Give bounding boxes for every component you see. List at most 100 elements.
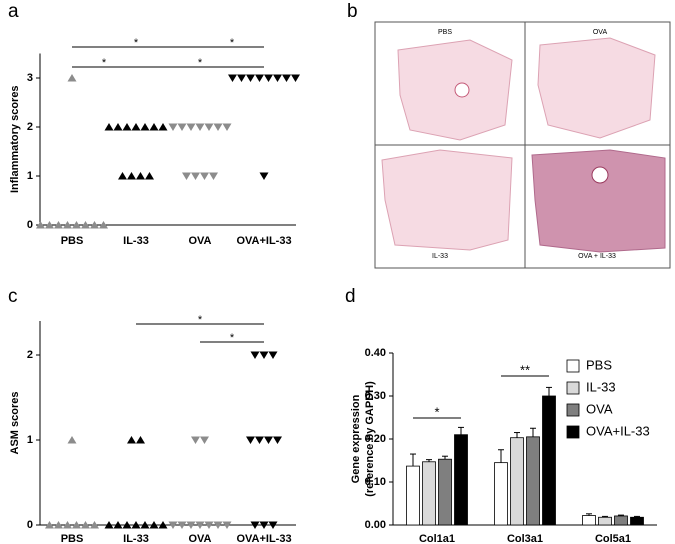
y-tick-label: 3 bbox=[27, 72, 33, 84]
data-point bbox=[63, 221, 72, 229]
data-point bbox=[54, 521, 63, 529]
data-point bbox=[204, 521, 214, 529]
data-point bbox=[104, 521, 114, 529]
data-point bbox=[291, 74, 300, 82]
data-point bbox=[246, 74, 255, 82]
histology-grid: PBS OVA IL-33 OVA + IL-33 bbox=[374, 21, 671, 269]
bar bbox=[510, 437, 524, 526]
x-tick-label: Col5a1 bbox=[595, 533, 631, 544]
y-tick-label: 0.10 bbox=[365, 476, 386, 488]
y-axis-label: Gene expression bbox=[350, 394, 362, 483]
legend-label: OVA+IL-33 bbox=[586, 423, 650, 438]
data-point bbox=[186, 521, 196, 529]
data-point bbox=[131, 123, 141, 131]
tissue-il33 bbox=[381, 149, 513, 251]
data-point bbox=[99, 221, 108, 229]
data-point bbox=[213, 123, 223, 131]
data-point bbox=[54, 221, 63, 229]
data-point bbox=[250, 521, 260, 529]
data-point bbox=[255, 436, 264, 444]
data-point bbox=[259, 351, 269, 359]
data-point bbox=[259, 172, 269, 180]
y-axis-label: Inflammatory scores bbox=[9, 85, 21, 193]
y-tick-label: 0 bbox=[27, 519, 33, 531]
data-point bbox=[273, 74, 282, 82]
bar bbox=[598, 516, 612, 526]
y-tick-label: 1 bbox=[27, 434, 33, 446]
y-tick-label: 1 bbox=[27, 170, 33, 182]
data-point bbox=[145, 172, 154, 180]
data-point bbox=[113, 123, 123, 131]
data-point bbox=[282, 74, 291, 82]
x-tick-label: PBS bbox=[61, 533, 84, 544]
data-point bbox=[158, 521, 168, 529]
data-point bbox=[204, 123, 214, 131]
tissue-ova-il33 bbox=[531, 149, 666, 253]
data-point bbox=[264, 74, 273, 82]
data-point bbox=[136, 436, 145, 444]
data-point bbox=[127, 172, 136, 180]
data-point bbox=[67, 436, 77, 444]
data-point bbox=[209, 172, 218, 180]
data-point bbox=[200, 172, 209, 180]
data-point bbox=[200, 436, 209, 444]
data-point bbox=[81, 521, 90, 529]
y-tick-label: 0.40 bbox=[365, 347, 386, 359]
data-point bbox=[45, 521, 54, 529]
panel-label: d bbox=[345, 286, 356, 307]
legend-swatch bbox=[566, 425, 580, 439]
image-label: PBS bbox=[438, 29, 452, 36]
data-point bbox=[131, 521, 141, 529]
data-point bbox=[195, 521, 205, 529]
y-tick-label: 2 bbox=[27, 349, 33, 361]
data-point bbox=[168, 123, 178, 131]
data-point bbox=[158, 123, 168, 131]
data-point bbox=[81, 221, 90, 229]
airway bbox=[454, 82, 470, 98]
airway bbox=[591, 166, 609, 184]
data-point bbox=[191, 172, 200, 180]
x-tick-label: OVA+IL-33 bbox=[236, 533, 291, 544]
data-point bbox=[250, 351, 260, 359]
data-point bbox=[268, 521, 278, 529]
legend-swatch bbox=[566, 381, 580, 395]
data-point bbox=[149, 521, 159, 529]
x-tick-label: IL-33 bbox=[123, 235, 149, 247]
significance-label: * bbox=[198, 57, 203, 69]
bar bbox=[422, 461, 436, 526]
x-tick-label: Col3a1 bbox=[507, 533, 543, 544]
data-point bbox=[63, 521, 72, 529]
legend-label: PBS bbox=[586, 357, 612, 372]
significance-label: * bbox=[230, 37, 235, 49]
data-point bbox=[182, 172, 191, 180]
data-point bbox=[255, 74, 264, 82]
panel-label: b bbox=[347, 1, 358, 22]
data-point bbox=[140, 123, 150, 131]
x-tick-label: OVA+IL-33 bbox=[236, 235, 291, 247]
bar bbox=[494, 462, 508, 526]
data-point bbox=[222, 521, 232, 529]
data-point bbox=[140, 521, 150, 529]
data-point bbox=[268, 351, 278, 359]
data-point bbox=[186, 123, 196, 131]
significance-label: * bbox=[102, 57, 107, 69]
data-point bbox=[195, 123, 205, 131]
data-point bbox=[228, 74, 237, 82]
data-point bbox=[259, 521, 269, 529]
tissue-ova bbox=[537, 37, 656, 139]
legend-swatch bbox=[566, 359, 580, 373]
x-tick-label: Col1a1 bbox=[419, 533, 455, 544]
legend-label: OVA bbox=[586, 401, 613, 416]
bar bbox=[406, 465, 420, 526]
data-point bbox=[168, 521, 178, 529]
data-point bbox=[149, 123, 159, 131]
bar bbox=[454, 434, 468, 526]
bar bbox=[582, 515, 596, 526]
data-point bbox=[264, 436, 273, 444]
bar bbox=[630, 516, 644, 526]
y-axis-label: (reference by GAPDH) bbox=[364, 381, 376, 497]
x-tick-label: OVA bbox=[188, 235, 211, 247]
panel-label: a bbox=[8, 1, 19, 22]
data-point bbox=[45, 221, 54, 229]
